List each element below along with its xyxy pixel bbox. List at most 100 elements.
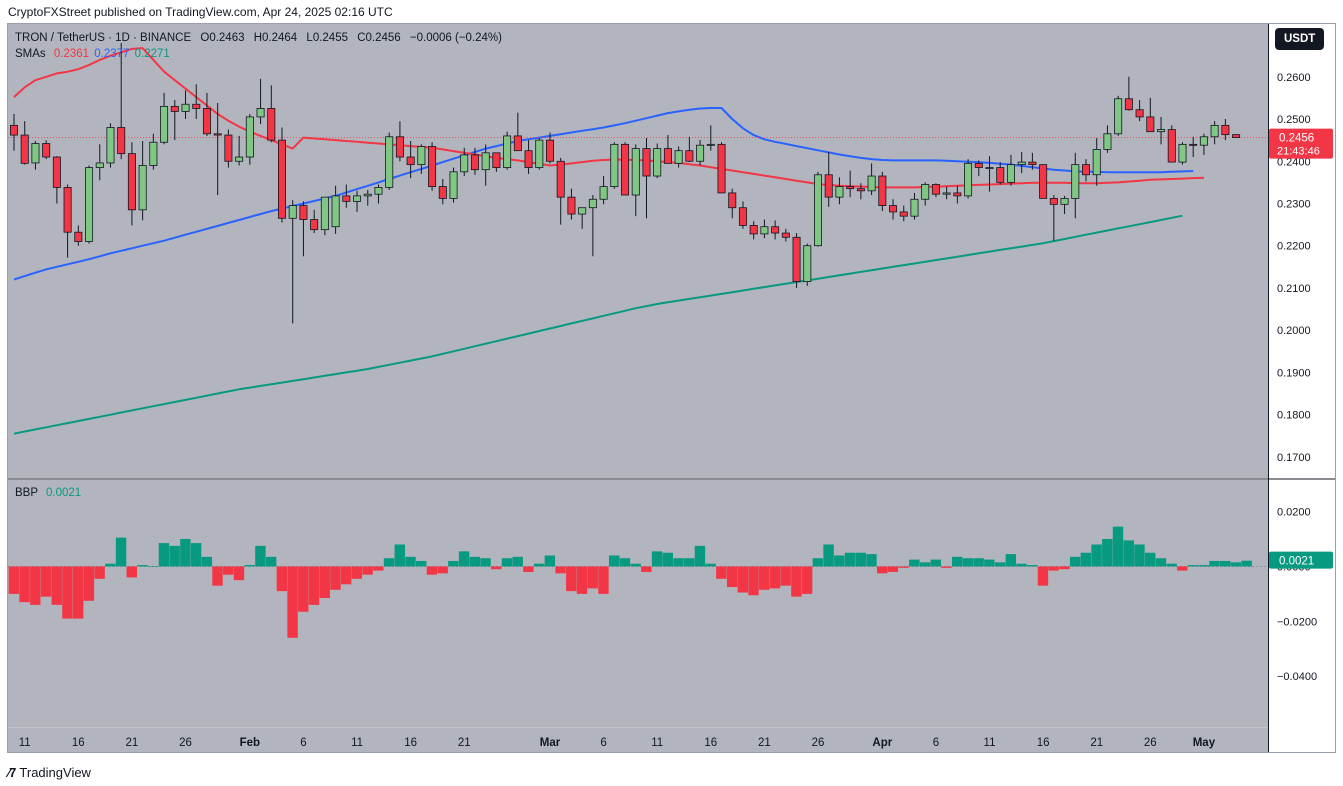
bbp-bar	[362, 566, 373, 575]
sma-line-green	[13, 214, 1183, 435]
candle-body	[567, 196, 576, 215]
candle-body	[299, 205, 308, 220]
time-tick-label: 11	[351, 737, 363, 749]
bbp-bar	[1059, 566, 1070, 570]
price-tick-label: 0.2200	[1277, 241, 1311, 253]
bbp-bar	[201, 556, 213, 567]
bbp-bar	[1048, 566, 1059, 571]
currency-button[interactable]: USDT	[1275, 28, 1325, 50]
bbp-bar	[1134, 544, 1145, 567]
sma-value-green: 0.2271	[134, 48, 170, 60]
sma-line-red	[13, 47, 1204, 189]
bbp-bar	[1144, 552, 1156, 567]
candle-body	[363, 193, 372, 197]
candle-up	[85, 165, 94, 244]
candle-down	[406, 140, 415, 179]
candle-body	[213, 133, 222, 136]
candle-body	[1060, 198, 1069, 205]
candle-up	[985, 156, 994, 192]
bbp-bar	[373, 566, 384, 571]
candle-body	[835, 186, 844, 198]
time-tick-label: 16	[704, 737, 717, 749]
candle-down	[192, 84, 201, 120]
bbp-bar	[866, 554, 877, 567]
bbp-bar	[1069, 556, 1081, 567]
candle-up	[760, 219, 769, 239]
candle-down	[685, 136, 694, 163]
candle-up	[1017, 151, 1026, 174]
candle-body	[63, 187, 72, 233]
candle-body	[588, 198, 597, 209]
candle-up	[385, 132, 394, 190]
candle-down	[213, 102, 222, 196]
bbp-bar	[94, 566, 105, 579]
candle-down	[1082, 159, 1091, 182]
candle-body	[170, 105, 179, 112]
price-tick-label: 0.2500	[1277, 114, 1311, 126]
bbp-bar	[984, 559, 995, 567]
candle-body	[288, 205, 297, 219]
candle-body	[706, 143, 715, 146]
candle-up	[331, 185, 340, 234]
candle-down	[556, 157, 565, 225]
price-tick-label: 0.2300	[1277, 198, 1311, 210]
bbp-bar	[1187, 565, 1199, 567]
bbp-bar	[748, 566, 759, 596]
bbp-tick-label: −0.0200	[1277, 616, 1317, 628]
time-tick-label: 11	[19, 737, 31, 749]
candle-body	[1124, 98, 1133, 111]
candle-up	[599, 176, 608, 205]
candle-body	[867, 175, 876, 192]
candle-body	[578, 207, 587, 215]
bbp-bar	[823, 544, 834, 567]
candle-up	[1199, 133, 1208, 155]
bbp-bar	[330, 566, 341, 590]
bbp-bar	[855, 552, 866, 567]
time-tick-label: 26	[1144, 737, 1157, 749]
candle-down	[1221, 119, 1230, 141]
bbp-bar	[244, 565, 255, 567]
ohlc-high: H0.2464	[253, 32, 298, 44]
candle-body	[1028, 161, 1037, 166]
candle-up	[814, 171, 823, 247]
candle-body	[385, 136, 394, 188]
candle-up	[503, 131, 512, 170]
candle-down	[771, 220, 780, 240]
candle-body	[824, 174, 833, 198]
candle-body	[942, 192, 951, 195]
candle-down	[299, 201, 308, 257]
candle-up	[320, 196, 329, 236]
bbp-bar	[8, 566, 20, 594]
time-axis-bg	[8, 728, 1268, 752]
candle-body	[621, 143, 630, 196]
candle-body	[1039, 164, 1048, 199]
bbp-bar	[40, 566, 52, 597]
sma-line-blue	[13, 107, 1194, 281]
candle-body	[1157, 129, 1166, 133]
candle-body	[728, 192, 737, 209]
time-tick-label: Feb	[240, 737, 260, 749]
sma-value-red: 0.2361	[53, 48, 90, 60]
candle-up	[1060, 195, 1069, 215]
candle-up	[149, 133, 158, 170]
bbp-bar	[1027, 565, 1038, 567]
candle-body	[406, 156, 415, 166]
candle-down	[953, 185, 962, 204]
bbp-tag-bg	[1269, 551, 1333, 569]
candle-body	[974, 162, 983, 168]
candle-body	[460, 154, 469, 173]
ohlc-low: L0.2455	[306, 32, 348, 44]
bbp-bar	[1241, 560, 1252, 567]
bbp-bar	[533, 563, 545, 567]
candle-down	[267, 85, 276, 143]
bbp-bar	[72, 566, 84, 619]
bbp-bar	[844, 552, 856, 567]
candle-body	[985, 167, 994, 169]
candle-body	[1082, 164, 1091, 176]
bbp-bar	[308, 566, 320, 605]
bbp-bar	[780, 566, 791, 586]
candle-up	[1092, 138, 1101, 186]
candle-down	[889, 199, 898, 220]
tradingview-footer[interactable]: ⁄7 TradingView	[8, 765, 91, 780]
